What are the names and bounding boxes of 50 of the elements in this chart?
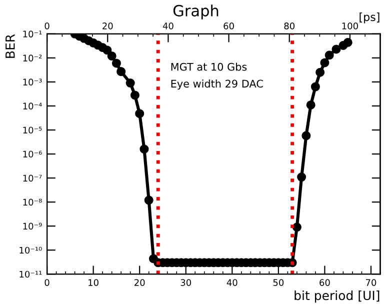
x-tick-label: 50 (273, 279, 284, 286)
point (320, 58, 330, 68)
x-tick-label: 40 (226, 279, 238, 286)
y-tick-label: 10⁻¹¹ (20, 270, 42, 278)
point (130, 90, 140, 100)
point (332, 44, 341, 54)
point (324, 50, 334, 60)
point (135, 109, 144, 118)
x-tick-label: 30 (180, 279, 192, 286)
y-tick-label: 10⁻³ (23, 78, 42, 86)
y-tick-label: 10⁻² (23, 54, 42, 62)
y-tick-label: 10⁻⁶ (23, 150, 42, 158)
point (302, 131, 311, 140)
annotation: MGT at 10 Gbs (171, 62, 247, 71)
x2-tick-label: 20 (102, 22, 113, 30)
point (126, 78, 135, 88)
point (102, 46, 112, 55)
y-tick-label: 10⁻⁷ (23, 174, 42, 182)
y-tick-label: 10⁻¹ (23, 30, 42, 38)
x2-tick-label: 40 (162, 22, 174, 30)
x2-tick-label: 60 (224, 22, 234, 30)
chart-title: Graph (173, 4, 218, 20)
y-axis-title: BER (6, 34, 15, 58)
y-tick-label: 10⁻⁸ (23, 198, 42, 206)
point (297, 172, 306, 182)
x-tick-label: 20 (134, 279, 145, 286)
y-tick-label: 10⁻⁴ (23, 102, 42, 110)
point (310, 82, 320, 92)
x2-axis-title: [ps] (360, 12, 380, 24)
y-tick-label: 10⁻¹⁰ (20, 246, 42, 254)
point (144, 196, 154, 205)
x2-tick-label: 100 (342, 22, 358, 30)
x-tick-label: 10 (88, 279, 98, 286)
point (292, 222, 302, 232)
point (116, 67, 126, 76)
y-tick-label: 10⁻⁹ (23, 222, 42, 230)
x-tick-label: 0 (44, 279, 50, 286)
x2-tick-label: 0 (44, 22, 50, 30)
x-tick-label: 70 (366, 279, 376, 286)
point (343, 38, 352, 47)
x2-tick-label: 80 (284, 22, 295, 30)
x-axis-title: bit period [UI] (294, 290, 380, 303)
x-tick-label: 60 (320, 279, 330, 286)
point (112, 58, 121, 68)
point (316, 68, 325, 77)
point (107, 51, 116, 61)
y-tick-label: 10⁻⁵ (23, 126, 42, 134)
annotation: Eye width 29 DAC (171, 80, 263, 90)
point (306, 100, 316, 110)
point (140, 144, 149, 154)
